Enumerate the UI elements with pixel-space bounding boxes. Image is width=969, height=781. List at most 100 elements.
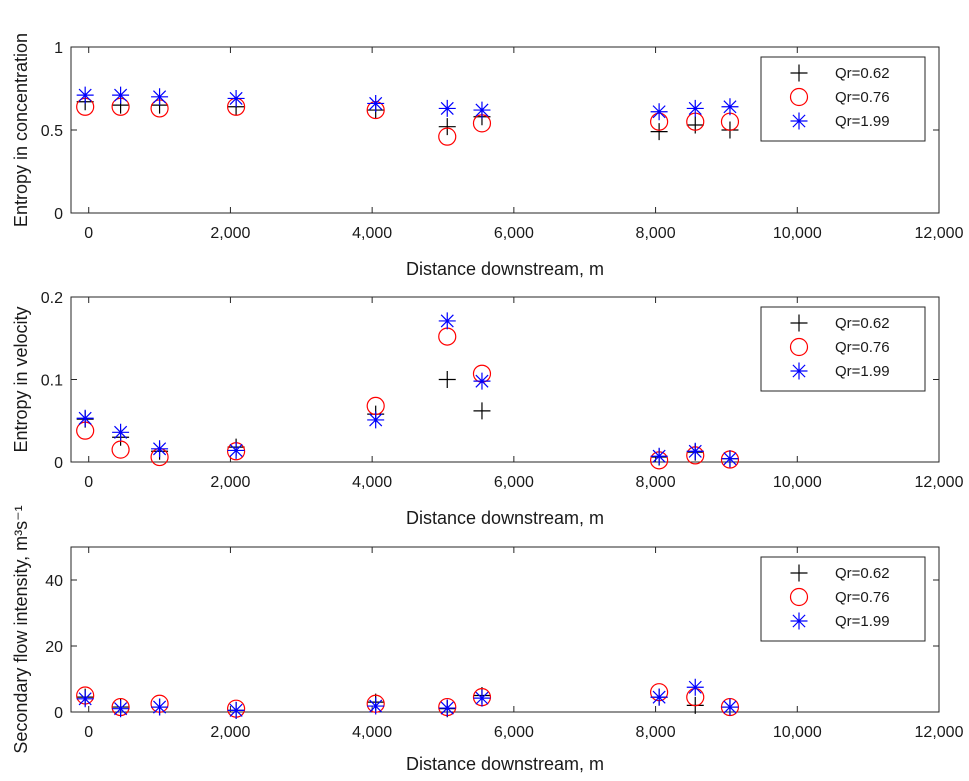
data-point bbox=[650, 447, 668, 465]
x-tick-label: 0 bbox=[84, 724, 93, 741]
legend-box bbox=[760, 306, 926, 392]
data-point bbox=[473, 101, 491, 119]
x-tick-label: 6,000 bbox=[494, 724, 534, 741]
legend-marker bbox=[789, 587, 809, 607]
x-tick-label: 2,000 bbox=[210, 724, 250, 741]
series-3 bbox=[76, 312, 739, 468]
data-point bbox=[367, 94, 385, 112]
data-point bbox=[721, 98, 739, 116]
data-point bbox=[438, 371, 456, 388]
y-tick-label: 0 bbox=[54, 206, 63, 223]
legend-marker bbox=[789, 337, 809, 357]
legend-label: Qr=1.99 bbox=[835, 113, 890, 130]
legend: Qr=0.62 Qr=0.76 Qr=1.99 bbox=[760, 556, 926, 642]
chart-panel-3: 0 2,000 4,000 6,000 8,000 10,000 12,000 0 20 40 Di… bbox=[11, 505, 964, 774]
data-point bbox=[438, 312, 456, 330]
data-point bbox=[473, 402, 491, 420]
data-point bbox=[438, 118, 456, 136]
data-point bbox=[650, 688, 668, 706]
data-point bbox=[76, 86, 94, 104]
data-point bbox=[686, 442, 704, 460]
legend-label: Qr=0.62 bbox=[835, 565, 890, 582]
data-point bbox=[76, 690, 94, 708]
data-point bbox=[686, 116, 704, 134]
data-point bbox=[438, 127, 457, 146]
y-tick-label: 0.2 bbox=[41, 290, 63, 307]
data-point bbox=[151, 698, 169, 716]
data-point bbox=[650, 123, 668, 141]
legend-marker bbox=[790, 612, 808, 630]
legend: Qr=0.62 Qr=0.76 Qr=1.99 bbox=[760, 56, 926, 142]
series-2 bbox=[76, 97, 740, 146]
data-point bbox=[227, 701, 245, 719]
y-tick-label: 1 bbox=[54, 40, 63, 57]
legend-marker bbox=[790, 314, 808, 332]
x-tick-label: 10,000 bbox=[773, 724, 822, 741]
chart-panel-1: 0 2,000 4,000 6,000 8,000 10,000 12,000 0 0.5 1 Di… bbox=[11, 33, 964, 279]
data-point bbox=[686, 99, 704, 117]
y-tick-label: 0 bbox=[54, 705, 63, 722]
data-point bbox=[438, 99, 456, 117]
data-point bbox=[112, 423, 130, 441]
x-tick-label: 2,000 bbox=[210, 225, 250, 242]
data-point bbox=[151, 88, 169, 106]
data-point bbox=[721, 698, 739, 716]
x-tick-label: 8,000 bbox=[636, 724, 676, 741]
data-point bbox=[686, 678, 704, 696]
chart-panel-2: 0 2,000 4,000 6,000 8,000 10,000 12,000 0 0.1 0.2… bbox=[11, 290, 964, 528]
x-tick-label: 4,000 bbox=[352, 724, 392, 741]
y-axis-label: Entropy in velocity bbox=[11, 306, 31, 452]
y-tick-label: 0 bbox=[54, 455, 63, 472]
data-point bbox=[367, 697, 385, 715]
data-point bbox=[111, 440, 130, 459]
legend-marker bbox=[790, 64, 808, 82]
legend-marker bbox=[789, 87, 809, 107]
data-point bbox=[438, 327, 457, 346]
series-1 bbox=[76, 371, 739, 468]
legend-label: Qr=0.76 bbox=[835, 89, 890, 106]
legend-marker bbox=[790, 362, 808, 380]
data-point bbox=[721, 450, 739, 468]
legend-label: Qr=0.62 bbox=[835, 315, 890, 332]
data-point bbox=[227, 89, 245, 107]
legend-label: Qr=0.76 bbox=[835, 339, 890, 356]
y-tick-label: 20 bbox=[45, 639, 63, 656]
x-tick-label: 4,000 bbox=[352, 474, 392, 491]
y-tick-label: 0.1 bbox=[41, 373, 63, 390]
data-point bbox=[112, 86, 130, 104]
y-tick-label: 0.5 bbox=[41, 123, 63, 140]
x-tick-label: 0 bbox=[84, 225, 93, 242]
series-3 bbox=[76, 678, 739, 719]
y-axis-label: Secondary flow intensity, m³s⁻¹ bbox=[11, 505, 31, 753]
x-tick-label: 12,000 bbox=[915, 474, 964, 491]
plot-area bbox=[70, 546, 940, 713]
legend-label: Qr=1.99 bbox=[835, 363, 890, 380]
legend-label: Qr=0.62 bbox=[835, 65, 890, 82]
x-tick-label: 8,000 bbox=[636, 474, 676, 491]
data-point bbox=[473, 689, 491, 707]
legend-label: Qr=1.99 bbox=[835, 613, 890, 630]
data-point bbox=[112, 700, 130, 718]
data-point bbox=[367, 411, 385, 429]
legend-box bbox=[760, 556, 926, 642]
series-1 bbox=[76, 687, 739, 719]
data-point bbox=[227, 441, 245, 459]
x-tick-label: 10,000 bbox=[773, 474, 822, 491]
y-axis-label: Entropy in concentration bbox=[11, 33, 31, 227]
x-tick-label: 2,000 bbox=[210, 474, 250, 491]
x-axis-label: Distance downstream, m bbox=[406, 754, 604, 774]
data-point bbox=[76, 409, 94, 427]
legend-box bbox=[760, 56, 926, 142]
x-tick-label: 0 bbox=[84, 474, 93, 491]
legend-marker bbox=[790, 564, 808, 582]
x-axis-label: Distance downstream, m bbox=[406, 508, 604, 528]
x-tick-label: 6,000 bbox=[494, 474, 534, 491]
data-point bbox=[438, 699, 456, 717]
legend: Qr=0.62 Qr=0.76 Qr=1.99 bbox=[760, 306, 926, 392]
series-1 bbox=[76, 93, 739, 141]
x-tick-label: 8,000 bbox=[636, 225, 676, 242]
x-tick-label: 12,000 bbox=[915, 724, 964, 741]
data-point bbox=[473, 372, 491, 390]
data-point bbox=[650, 103, 668, 121]
